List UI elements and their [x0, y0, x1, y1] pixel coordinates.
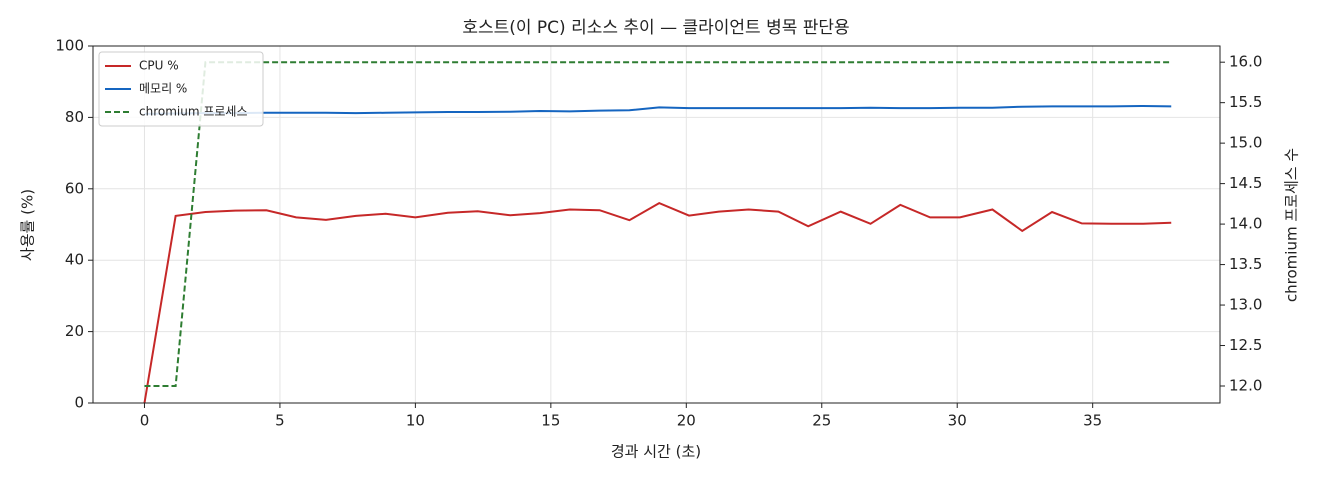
legend-box — [98, 51, 264, 127]
y-axis-label: 사용률 (%) — [19, 189, 37, 261]
x-tick-label: 20 — [677, 412, 696, 430]
x-tick-label: 35 — [1083, 412, 1102, 430]
y2-tick-label: 13.0 — [1229, 296, 1262, 314]
x-axis-label: 경과 시간 (초) — [611, 443, 701, 461]
y2-tick-label: 12.5 — [1229, 336, 1262, 354]
chart-title: 호스트(이 PC) 리소스 추이 — 클라이언트 병목 판단용 — [462, 18, 849, 38]
legend-label: CPU % — [139, 59, 179, 73]
y-tick-label: 80 — [65, 108, 84, 126]
legend-label: 메모리 % — [139, 82, 187, 96]
y-tick-label: 100 — [55, 37, 84, 55]
y-tick-label: 60 — [65, 179, 84, 197]
y2-axis-label: chromium 프로세스 수 — [1283, 148, 1301, 302]
y2-tick-label: 14.0 — [1229, 215, 1262, 233]
y-tick-label: 20 — [65, 322, 84, 340]
y2-tick-label: 15.0 — [1229, 134, 1262, 152]
x-tick-label: 5 — [275, 412, 285, 430]
x-tick-label: 10 — [406, 412, 425, 430]
y-tick-label: 40 — [65, 251, 84, 269]
legend-label: chromium 프로세스 — [139, 105, 248, 119]
data-line — [144, 104, 1172, 115]
y2-tick-label: 15.5 — [1229, 93, 1262, 111]
x-tick-label: 0 — [140, 412, 150, 430]
plot-frame — [92, 45, 1221, 404]
x-tick-label: 15 — [541, 412, 560, 430]
x-tick-label: 25 — [812, 412, 831, 430]
x-tick-label: 30 — [948, 412, 967, 430]
y-tick-label: 0 — [74, 394, 84, 412]
data-line — [143, 201, 1172, 404]
y2-tick-label: 14.5 — [1229, 174, 1262, 192]
data-line — [144, 61, 1172, 387]
y2-tick-label: 13.5 — [1229, 255, 1262, 273]
y2-tick-label: 12.0 — [1229, 377, 1262, 395]
y2-tick-label: 16.0 — [1229, 53, 1262, 71]
